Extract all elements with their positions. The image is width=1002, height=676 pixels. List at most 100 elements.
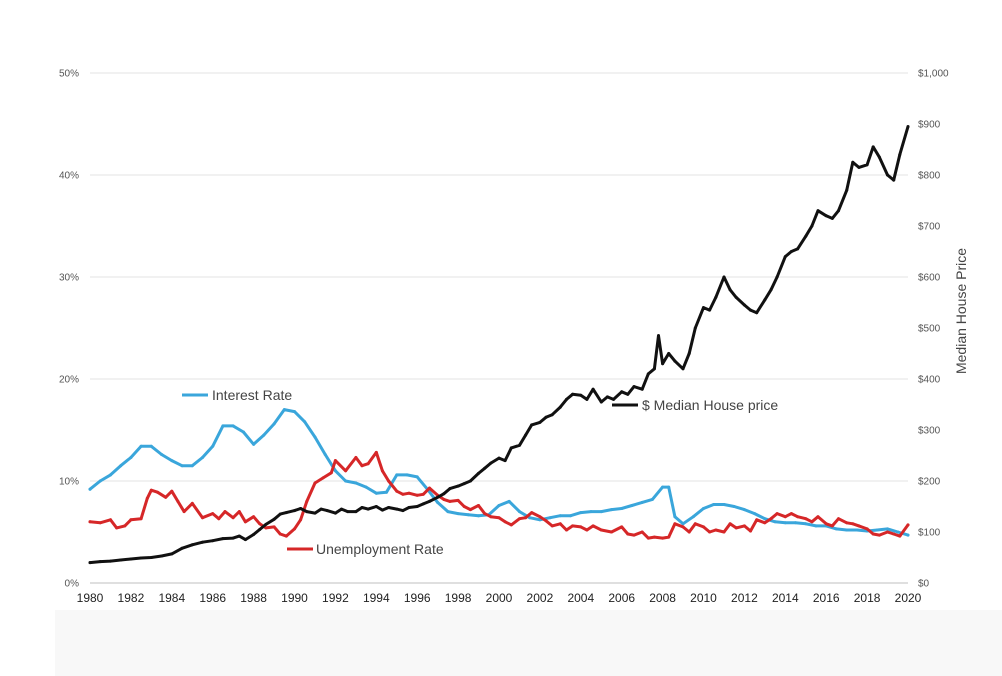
data-point (693, 326, 697, 330)
data-point (303, 420, 307, 424)
x-tick-label: 1996 (404, 591, 431, 605)
data-point (906, 533, 910, 537)
data-point (877, 533, 881, 537)
data-point (824, 214, 828, 218)
data-point (139, 556, 143, 560)
data-point (763, 517, 767, 521)
right-tick-label: $300 (918, 426, 941, 437)
data-point (489, 515, 493, 519)
data-point (319, 507, 323, 511)
data-point (293, 527, 296, 531)
bottom-band (55, 610, 1002, 676)
data-point (605, 395, 609, 399)
data-point (180, 464, 184, 468)
data-point (109, 559, 112, 563)
data-point (626, 532, 630, 536)
data-point (109, 473, 112, 477)
data-point (264, 526, 268, 530)
data-point (626, 392, 630, 396)
data-point (503, 520, 507, 524)
data-point (284, 511, 288, 515)
data-point (395, 473, 399, 477)
data-point (749, 308, 752, 312)
data-point (569, 514, 573, 518)
data-point (299, 507, 303, 510)
data-point (565, 528, 568, 532)
data-point (497, 504, 501, 507)
data-point (610, 508, 613, 512)
data-point (579, 393, 583, 397)
data-point (865, 163, 869, 167)
legend-item: $ Median House price (612, 397, 778, 413)
data-point (544, 519, 548, 523)
data-point (456, 498, 460, 502)
data-point (415, 493, 419, 497)
data-point (252, 442, 256, 446)
data-point (722, 275, 726, 279)
data-point (871, 145, 875, 149)
data-point (344, 469, 348, 473)
data-point (221, 537, 225, 541)
data-point (712, 503, 716, 506)
x-axis-ticks: 1980 1982 1984 1986 1988 1990 1992 1994 1996 1998… (77, 591, 922, 605)
data-point (783, 521, 787, 525)
data-point (667, 535, 671, 539)
data-point (632, 533, 636, 537)
data-point (518, 510, 521, 514)
data-point (466, 513, 470, 517)
data-point (877, 155, 881, 159)
data-point (201, 516, 204, 520)
x-tick-label: 1986 (199, 591, 226, 605)
data-point (524, 516, 528, 520)
data-point (299, 518, 303, 522)
data-point (804, 234, 808, 238)
data-point (857, 524, 861, 528)
data-point (387, 506, 391, 509)
data-point (591, 524, 595, 528)
data-point (164, 495, 168, 499)
data-point (489, 461, 493, 465)
data-point (599, 510, 603, 514)
data-point (657, 334, 660, 338)
x-tick-label: 1980 (77, 591, 104, 605)
data-point (395, 489, 399, 493)
data-point (681, 367, 685, 371)
data-point (156, 490, 159, 494)
data-point (88, 487, 92, 491)
x-tick-label: 2012 (731, 591, 758, 605)
data-point (620, 507, 624, 510)
data-point (591, 387, 595, 391)
data-point (123, 524, 127, 528)
data-point (436, 495, 440, 499)
data-point (221, 424, 225, 428)
x-tick-label: 2014 (772, 591, 799, 605)
data-point (129, 518, 133, 522)
data-point (329, 471, 333, 475)
data-point (702, 306, 705, 310)
legend-item: Interest Rate (182, 387, 292, 403)
data-point (691, 515, 695, 519)
data-point (374, 450, 378, 454)
data-point (456, 484, 460, 488)
data-point (407, 491, 411, 495)
data-point (558, 522, 562, 526)
data-point (814, 524, 818, 528)
data-point (845, 188, 849, 192)
data-point (538, 515, 542, 519)
data-point (462, 482, 466, 486)
legend-label: $ Median House price (642, 397, 778, 413)
data-point (340, 507, 343, 511)
data-point (585, 528, 589, 532)
data-point (865, 527, 869, 531)
x-tick-label: 2000 (486, 591, 513, 605)
left-axis-ticks: 0% 10% 20% 30% 40% 50% (59, 69, 79, 590)
series-lines (88, 125, 910, 565)
data-point (794, 521, 797, 525)
right-tick-label: $700 (918, 222, 941, 233)
data-point (610, 530, 613, 534)
data-point (661, 362, 665, 366)
data-point (401, 509, 405, 513)
data-point (354, 456, 358, 459)
data-point (528, 516, 532, 520)
data-point (258, 528, 262, 531)
